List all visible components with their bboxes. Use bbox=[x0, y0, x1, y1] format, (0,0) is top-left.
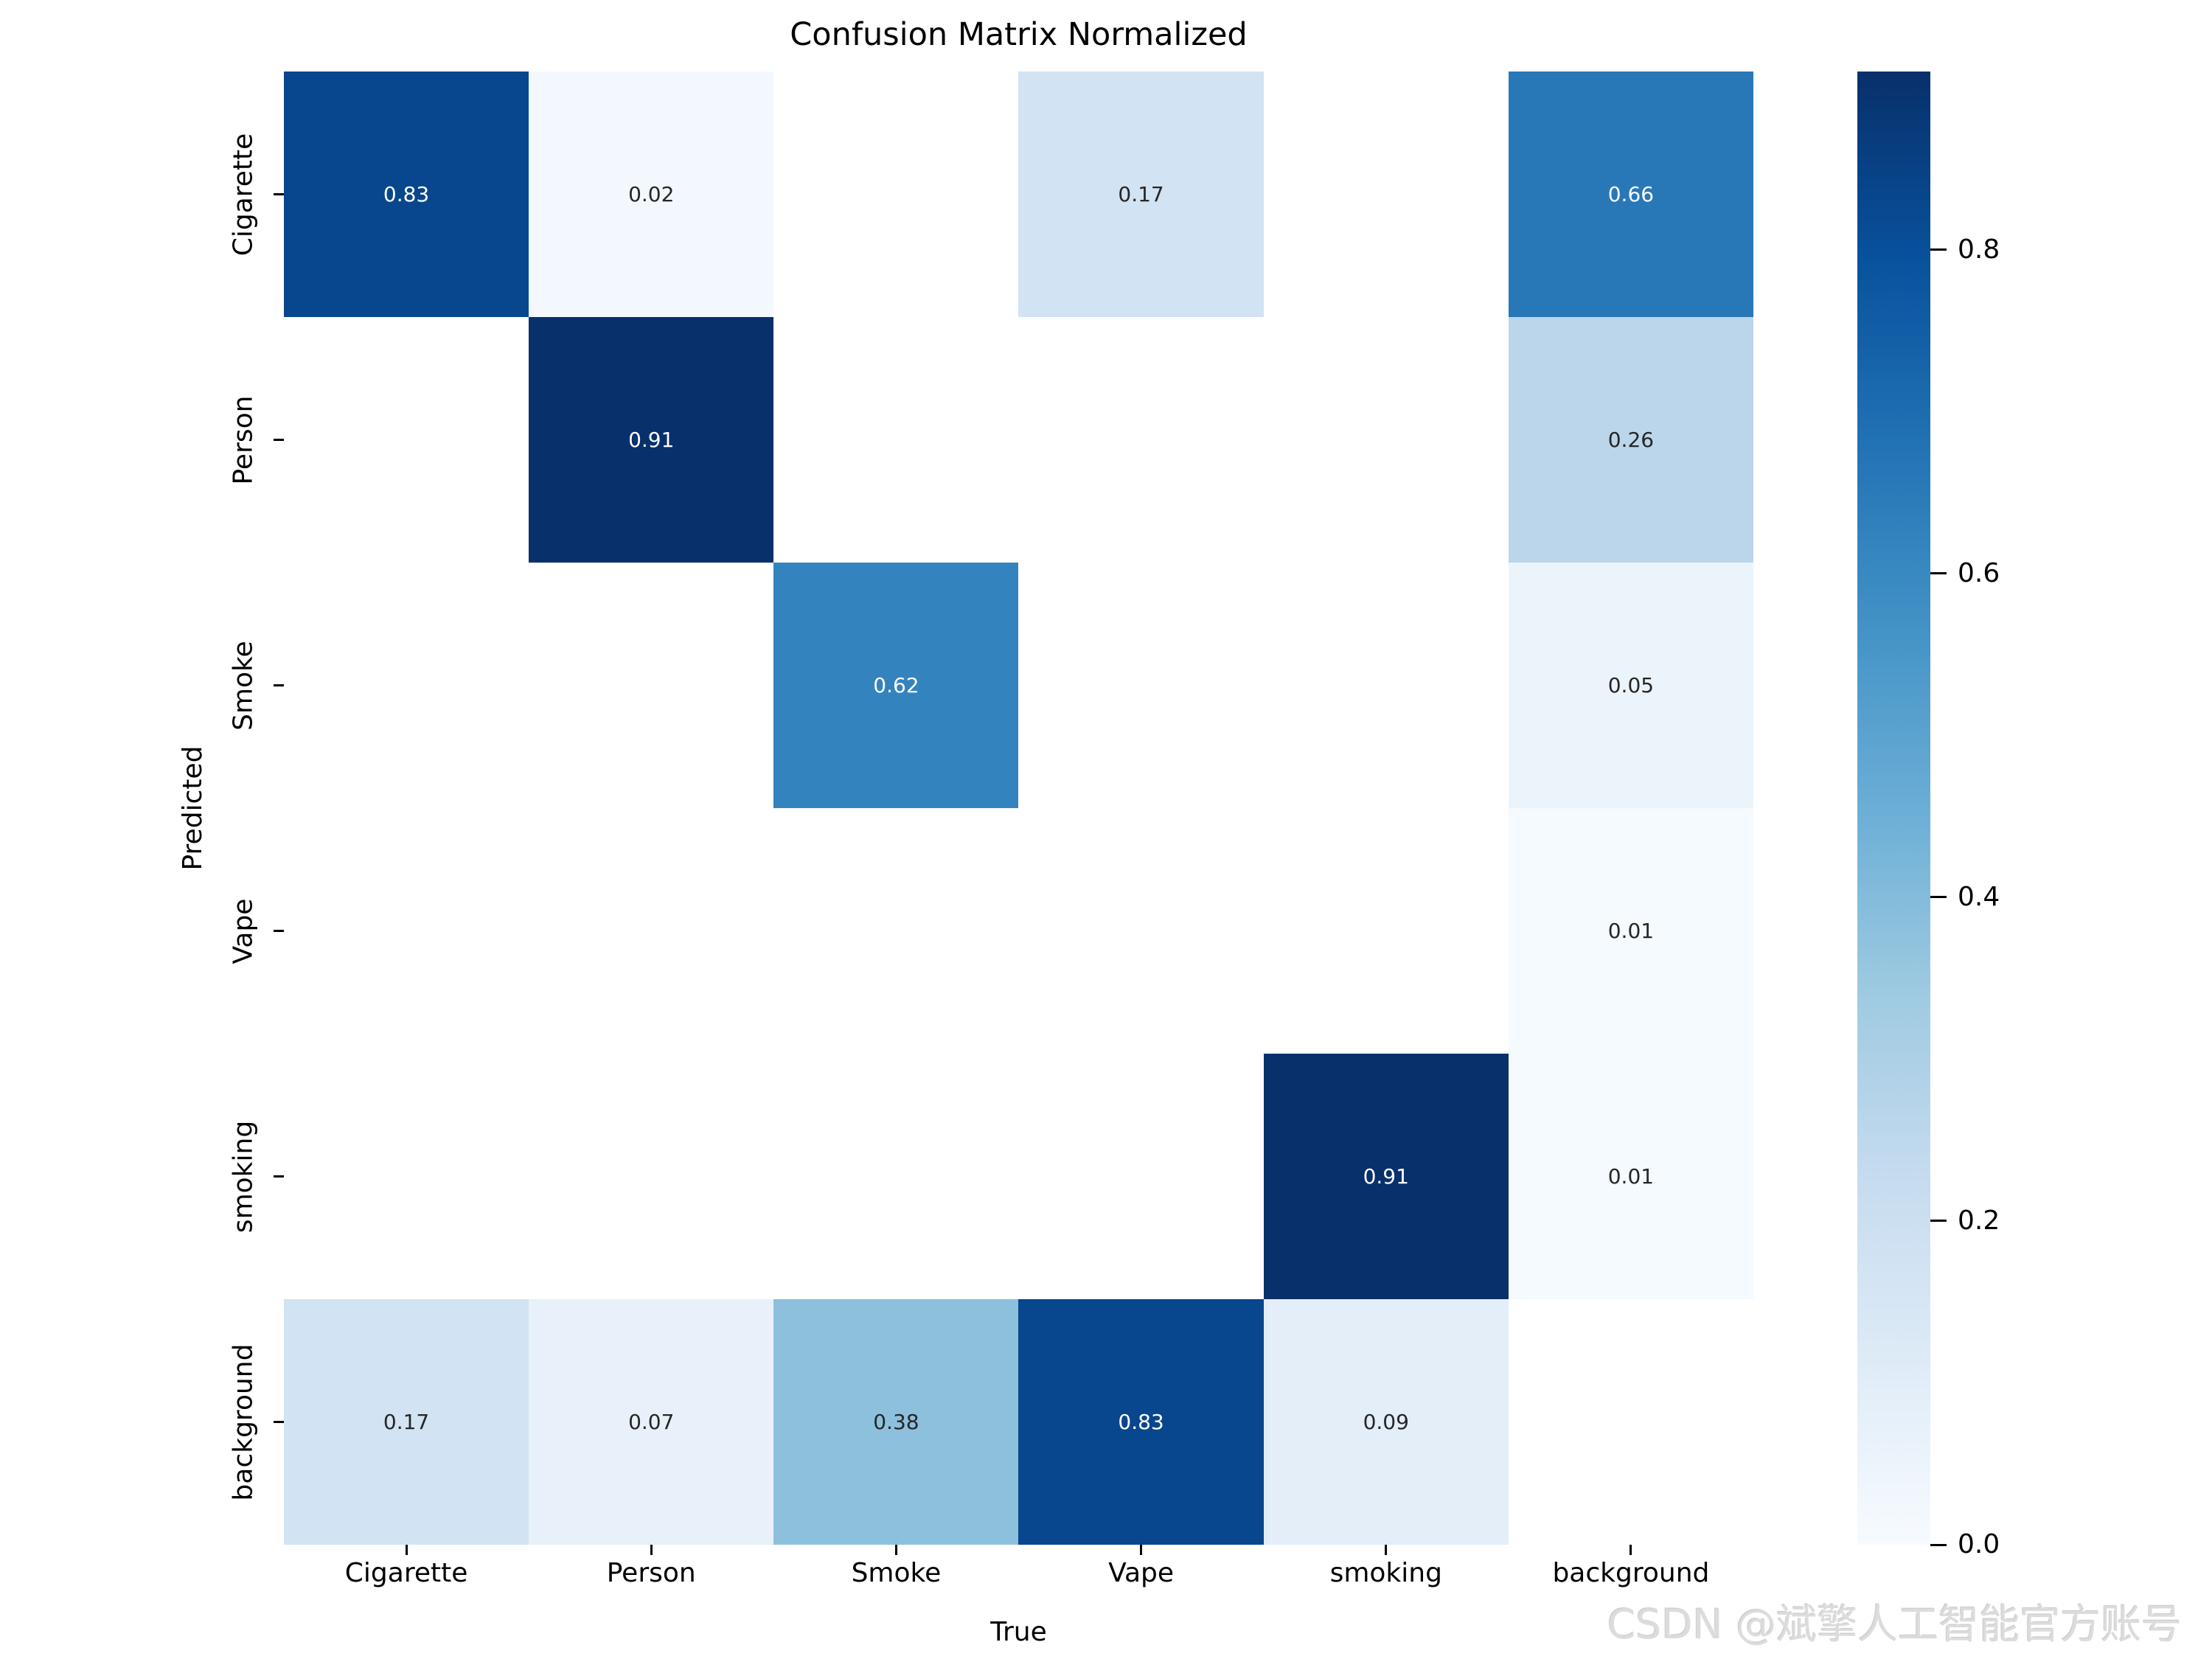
heatmap-cell bbox=[773, 72, 1019, 317]
colorbar-tick-mark bbox=[1930, 896, 1947, 899]
colorbar bbox=[1857, 72, 1930, 1545]
cell-value: 0.83 bbox=[1118, 1410, 1164, 1434]
x-tick-mark bbox=[1140, 1545, 1143, 1555]
cell-value: 0.38 bbox=[873, 1410, 919, 1434]
colorbar-tick-label: 0.8 bbox=[1958, 234, 2000, 265]
csdn-watermark: CSDN @斌擎人工智能官方账号 bbox=[1607, 1601, 2183, 1648]
cell-value: 0.62 bbox=[873, 673, 919, 698]
heatmap-cell: 0.01 bbox=[1508, 808, 1753, 1054]
cell-value: 0.17 bbox=[1118, 182, 1164, 206]
heatmap-cell bbox=[1263, 563, 1509, 808]
y-tick-label: smoking bbox=[228, 1120, 258, 1233]
heatmap-cell bbox=[773, 808, 1019, 1054]
heatmap-cell bbox=[284, 563, 529, 808]
x-tick-label: Cigarette bbox=[344, 1558, 468, 1588]
colorbar-tick-mark bbox=[1930, 1220, 1947, 1222]
heatmap-cell: 0.66 bbox=[1508, 72, 1753, 317]
heatmap-cell bbox=[1018, 1054, 1264, 1299]
colorbar-tick-label: 0.2 bbox=[1958, 1205, 2000, 1236]
cell-value: 0.26 bbox=[1607, 428, 1655, 452]
heatmap-cell: 0.83 bbox=[284, 72, 529, 317]
colorbar-tick-mark bbox=[1930, 1543, 1947, 1546]
cell-value: 0.66 bbox=[1607, 182, 1655, 206]
heatmap-cell bbox=[284, 317, 529, 563]
cell-value: 0.07 bbox=[628, 1410, 675, 1434]
cell-value: 0.09 bbox=[1363, 1410, 1409, 1434]
heatmap-cell bbox=[1018, 317, 1264, 563]
heatmap-cell bbox=[1508, 1299, 1753, 1545]
x-tick-label: Person bbox=[606, 1558, 696, 1588]
heatmap-cell: 0.26 bbox=[1508, 317, 1753, 563]
y-axis-label: Predicted bbox=[178, 745, 208, 871]
y-tick-label: background bbox=[228, 1343, 258, 1500]
colorbar-tick-label: 0.0 bbox=[1958, 1529, 2000, 1559]
colorbar-tick-mark bbox=[1930, 248, 1947, 251]
heatmap-cell: 0.09 bbox=[1263, 1299, 1509, 1545]
cell-value: 0.01 bbox=[1607, 919, 1655, 943]
heatmap-cell: 0.01 bbox=[1508, 1054, 1753, 1299]
y-tick-label: Person bbox=[228, 395, 258, 484]
colorbar-tick-mark bbox=[1930, 572, 1947, 575]
heatmap-cell bbox=[284, 1054, 529, 1299]
heatmap-cell bbox=[1263, 317, 1509, 563]
cell-value: 0.91 bbox=[628, 428, 675, 452]
cell-value: 0.17 bbox=[383, 1410, 430, 1434]
x-tick-label: Smoke bbox=[851, 1558, 942, 1588]
x-tick-label: Vape bbox=[1108, 1558, 1175, 1588]
heatmap-cell bbox=[529, 563, 774, 808]
chart-title: Confusion Matrix Normalized bbox=[790, 16, 1248, 53]
heatmap-cell: 0.83 bbox=[1018, 1299, 1264, 1545]
x-axis-label: True bbox=[990, 1617, 1047, 1647]
y-tick-mark bbox=[274, 930, 284, 932]
y-tick-mark bbox=[274, 684, 284, 686]
heatmap-cell: 0.38 bbox=[773, 1299, 1019, 1545]
heatmap-cell bbox=[773, 317, 1019, 563]
heatmap-cell bbox=[529, 1054, 774, 1299]
heatmap-grid: 0.83 0.02 0.17 0.66 0.91 0.26 0.62 0.05 0.01 0.91… bbox=[284, 72, 1753, 1545]
heatmap-cell bbox=[1018, 563, 1264, 808]
heatmap-cell bbox=[284, 808, 529, 1054]
heatmap-cell: 0.91 bbox=[1263, 1054, 1509, 1299]
colorbar-tick-label: 0.4 bbox=[1958, 881, 2000, 912]
heatmap-cell bbox=[773, 1054, 1019, 1299]
heatmap-cell: 0.17 bbox=[284, 1299, 529, 1545]
cell-value: 0.02 bbox=[628, 182, 675, 206]
x-tick-mark bbox=[650, 1545, 653, 1555]
heatmap-cell: 0.02 bbox=[529, 72, 774, 317]
x-tick-label: background bbox=[1552, 1558, 1710, 1588]
colorbar-tick-label: 0.6 bbox=[1958, 557, 2000, 588]
cell-value: 0.91 bbox=[1363, 1164, 1409, 1189]
heatmap-cell: 0.05 bbox=[1508, 563, 1753, 808]
heatmap-cell bbox=[1263, 72, 1509, 317]
heatmap-cell: 0.62 bbox=[773, 563, 1019, 808]
y-tick-mark bbox=[274, 439, 284, 441]
heatmap-cell: 0.91 bbox=[529, 317, 774, 563]
heatmap-cell: 0.17 bbox=[1018, 72, 1264, 317]
y-tick-label: Cigarette bbox=[228, 133, 258, 256]
y-tick-label: Vape bbox=[228, 898, 258, 964]
x-tick-label: smoking bbox=[1329, 1558, 1442, 1588]
cell-value: 0.05 bbox=[1607, 673, 1655, 698]
y-tick-mark bbox=[274, 193, 284, 195]
y-tick-mark bbox=[274, 1175, 284, 1178]
cell-value: 0.83 bbox=[383, 182, 430, 206]
heatmap-cell bbox=[1263, 808, 1509, 1054]
x-tick-mark bbox=[894, 1545, 897, 1555]
x-tick-mark bbox=[405, 1545, 408, 1555]
cell-value: 0.01 bbox=[1607, 1164, 1655, 1189]
heatmap-cell bbox=[529, 808, 774, 1054]
y-tick-mark bbox=[274, 1421, 284, 1423]
y-tick-label: Smoke bbox=[228, 640, 258, 731]
x-tick-mark bbox=[1630, 1545, 1632, 1555]
heatmap-cell: 0.07 bbox=[529, 1299, 774, 1545]
x-tick-mark bbox=[1385, 1545, 1388, 1555]
heatmap-cell bbox=[1018, 808, 1264, 1054]
